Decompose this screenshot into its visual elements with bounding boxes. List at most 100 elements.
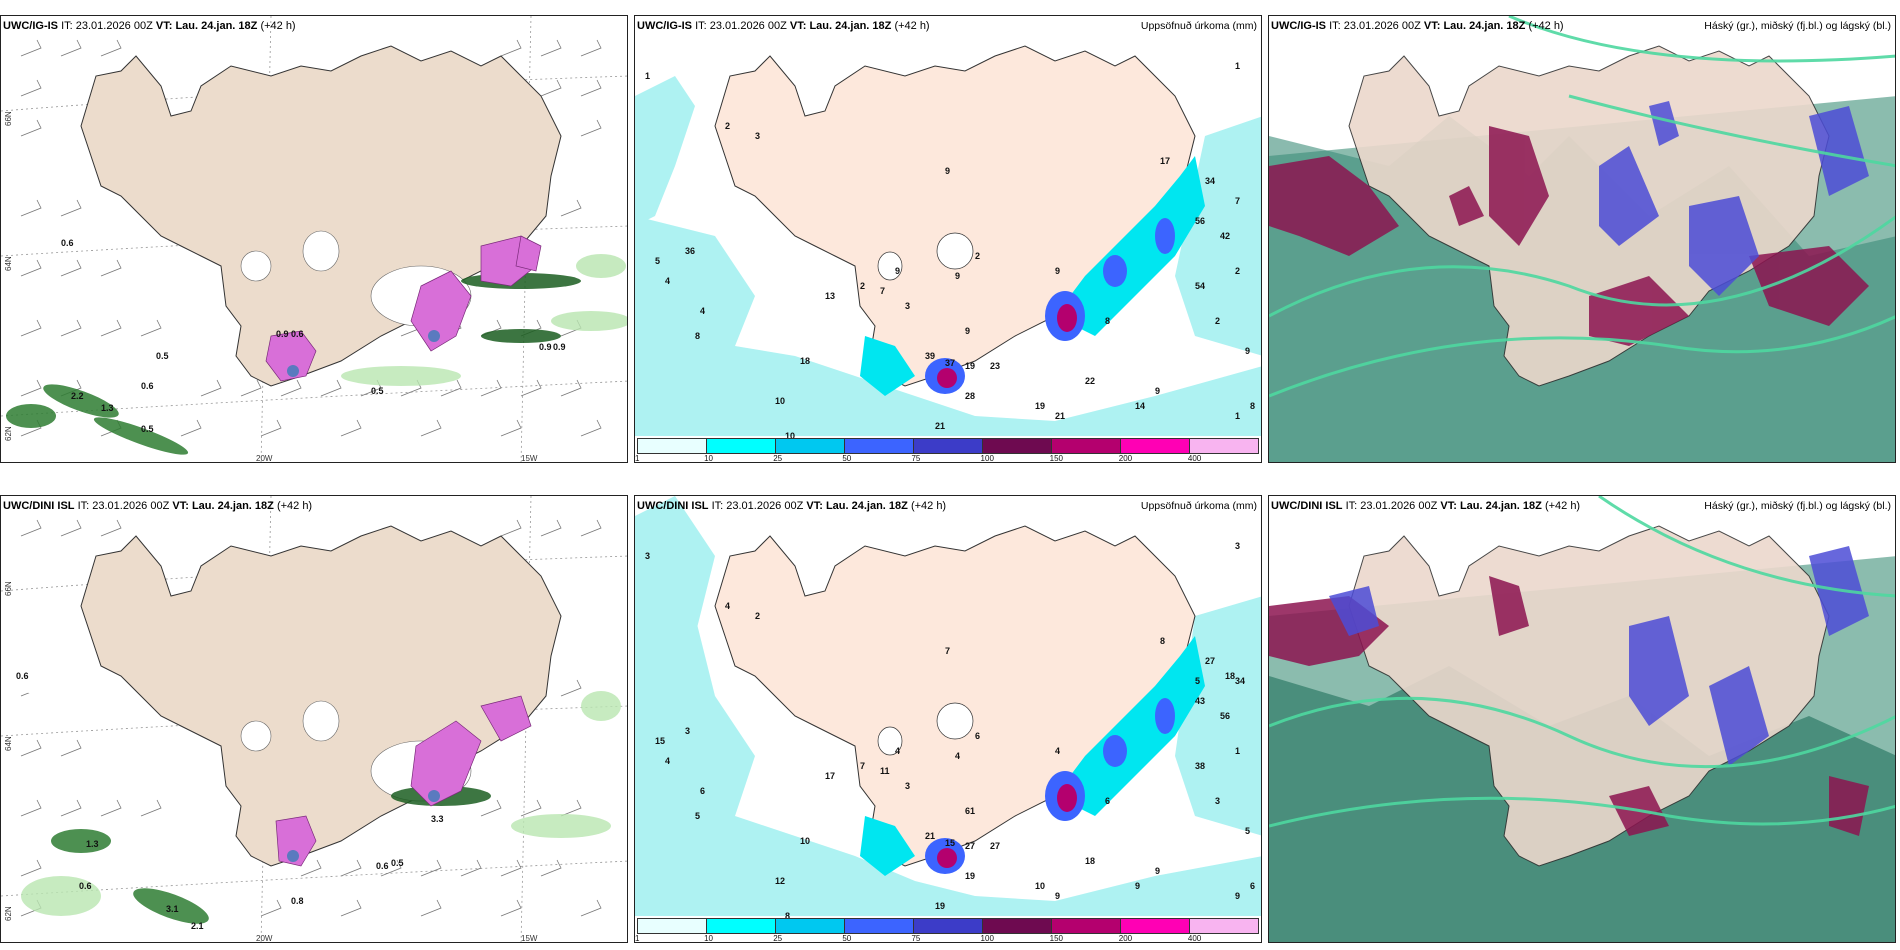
- middle-title: Uppsöfnuð úrkoma (mm): [1140, 500, 1257, 512]
- precip-value-label: 8: [1160, 636, 1166, 646]
- colorbar-tick-label: 50: [842, 454, 852, 463]
- precip-value-label: 3: [685, 726, 691, 736]
- precip-label: 0.6: [16, 671, 29, 681]
- precip-label: 1.3: [86, 839, 99, 849]
- colorbar-segment: [1121, 439, 1190, 453]
- precip-value-label: 22: [1085, 376, 1096, 386]
- precip-value-label: 10: [1035, 881, 1046, 891]
- axis-lon-label: 15W: [521, 454, 538, 463]
- precip-value-label: 56: [1195, 216, 1206, 226]
- header-row2-left: UWC/DINI ISL IT: 23.01.2026 00Z VT: Lau.…: [3, 500, 313, 512]
- axis-lat-label: 62N: [4, 906, 13, 921]
- axis-lon-label: 20W: [256, 934, 273, 943]
- precip-label: 0.9: [553, 342, 566, 352]
- precip-value-label: 14: [1135, 401, 1146, 411]
- axis-lat-label: 66N: [4, 111, 13, 126]
- colorbar-segment: [1190, 919, 1258, 933]
- precip-value-label: 11: [880, 766, 890, 776]
- precip-value-label: 10: [775, 396, 786, 406]
- colorbar: [637, 438, 1259, 454]
- iceland-land: [80, 45, 562, 387]
- colorbar-tick-label: 100: [980, 934, 994, 943]
- precip-value-label: 39: [925, 351, 936, 361]
- panel-wind-top: UWC/IG-IS IT: 23.01.2026 00Z VT: Lau. 24…: [0, 15, 628, 463]
- precip-value-label: 2: [755, 611, 761, 621]
- precip-value-label: 19: [965, 871, 976, 881]
- precip-value-label: 7: [1235, 196, 1241, 206]
- precip-value-label: 3: [1235, 541, 1241, 551]
- precip-value-label: 6: [975, 731, 981, 741]
- precip-value-label: 34: [1205, 176, 1216, 186]
- iceland-land: [1348, 525, 1830, 867]
- precip-value-label: 3: [755, 131, 761, 141]
- precip-label: 0.5: [156, 351, 169, 361]
- header-row2-right: UWC/DINI ISL IT: 23.01.2026 00Z VT: Lau.…: [1271, 500, 1581, 512]
- colorbar-segment: [638, 439, 707, 453]
- colorbar-tick-label: 25: [773, 934, 783, 943]
- precip-value-label: 7: [880, 286, 886, 296]
- precip-value-label: 2: [1215, 316, 1221, 326]
- precip-value-label: 21: [925, 831, 936, 841]
- colorbar-segment: [776, 439, 845, 453]
- colorbar-tick-label: 400: [1187, 454, 1202, 463]
- cloud-map-top: [1269, 16, 1895, 462]
- precip-label: 0.9: [539, 342, 552, 352]
- precip-value-label: 34: [1235, 676, 1246, 686]
- colorbar-tick-label: 75: [911, 454, 921, 463]
- colorbar-tick-label: 1: [635, 934, 640, 943]
- colorbar-segment: [707, 919, 776, 933]
- precip-label: 0.5: [141, 424, 154, 434]
- colorbar-segment: [914, 439, 983, 453]
- precip-value-label: 15: [655, 736, 666, 746]
- precip-value-label: 9: [965, 326, 971, 336]
- precip-value-label: 1: [645, 71, 651, 81]
- precip-label: 0.9: [276, 329, 289, 339]
- colorbar-tick-label: 400: [1187, 934, 1202, 943]
- precip-map-bottom: [635, 496, 1261, 916]
- precip-value-label: 7: [945, 646, 951, 656]
- precip-label: 0.5: [391, 858, 404, 868]
- precip-value-label: 2: [1235, 266, 1241, 276]
- precip-value-label: 37: [945, 358, 956, 368]
- precip-value-label: 38: [1195, 761, 1206, 771]
- axis-lat-label: 64N: [4, 736, 13, 751]
- panel-precip-bottom: UWC/DINI ISL IT: 23.01.2026 00Z VT: Lau.…: [634, 495, 1262, 943]
- precip-label: 0.6: [61, 238, 74, 248]
- colorbar-segment: [1190, 439, 1258, 453]
- wind-map-top: [1, 16, 627, 462]
- header-row1-left: UWC/IG-IS IT: 23.01.2026 00Z VT: Lau. 24…: [3, 20, 296, 32]
- precip-value-label: 6: [700, 786, 706, 796]
- colorbar-tick-label: 50: [842, 934, 852, 943]
- precip-value-label: 5: [655, 256, 661, 266]
- precip-label: 2.2: [71, 391, 84, 401]
- precip-label: 2.1: [191, 921, 204, 931]
- precip-label: 3.1: [166, 904, 179, 914]
- precip-value-label: 9: [1155, 386, 1161, 396]
- precip-value-label: 1: [1235, 61, 1241, 71]
- precip-value-label: 9: [945, 166, 951, 176]
- precip-value-label: 3: [645, 551, 651, 561]
- precip-value-label: 19: [1035, 401, 1046, 411]
- middle-title: Uppsöfnuð úrkoma (mm): [1140, 20, 1257, 32]
- precip-value-label: 17: [825, 771, 836, 781]
- precip-value-label: 21: [935, 421, 946, 431]
- precip-label: 3.3: [431, 814, 444, 824]
- precip-value-label: 3: [905, 781, 911, 791]
- colorbar-tick-label: 150: [1049, 934, 1064, 943]
- colorbar-tick-label: 10: [704, 454, 714, 463]
- colorbar-segment: [845, 919, 914, 933]
- precip-value-label: 2: [725, 121, 731, 131]
- precip-value-label: 12: [775, 876, 786, 886]
- precip-value-label: 13: [825, 291, 836, 301]
- precip-value-label: 2: [860, 281, 866, 291]
- colorbar-segment: [776, 919, 845, 933]
- iceland-land: [80, 525, 562, 867]
- precip-value-label: 3: [1215, 796, 1221, 806]
- precip-value-label: 6: [1105, 796, 1111, 806]
- precip-value-label: 54: [1195, 281, 1206, 291]
- precip-value-label: 3: [905, 301, 911, 311]
- precip-value-label: 5: [695, 811, 701, 821]
- axis-lon-label: 15W: [521, 934, 538, 943]
- colorbar-segment: [914, 919, 983, 933]
- precip-value-label: 61: [965, 806, 976, 816]
